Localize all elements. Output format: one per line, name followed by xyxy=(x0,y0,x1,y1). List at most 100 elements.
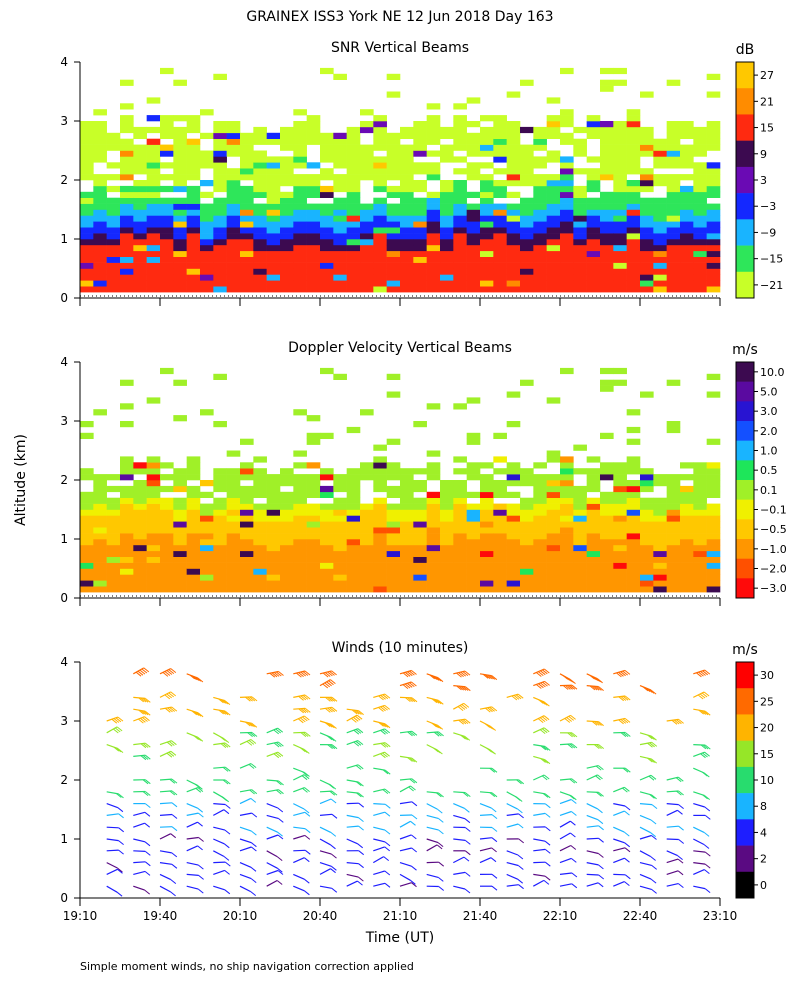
heatmap-cell xyxy=(560,521,574,528)
heatmap-cell xyxy=(306,262,321,269)
heatmap-cell xyxy=(333,497,347,504)
heatmap-cell xyxy=(173,233,187,240)
heatmap-cell xyxy=(226,586,241,593)
wind-barb-flag xyxy=(382,752,388,758)
heatmap-cell xyxy=(186,568,201,575)
heatmap-cell xyxy=(200,227,214,234)
wind-barb xyxy=(399,862,412,867)
wind-barb-flag xyxy=(543,880,550,885)
heatmap-cell xyxy=(520,250,534,257)
heatmap-cell xyxy=(213,262,227,269)
heatmap-cell xyxy=(573,497,587,504)
heatmap-cell xyxy=(613,480,627,487)
heatmap-cell xyxy=(586,527,601,534)
heatmap-cell xyxy=(293,262,307,269)
wind-barb-flag xyxy=(271,672,278,678)
heatmap-cell xyxy=(666,533,681,540)
heatmap-cell xyxy=(413,256,427,263)
heatmap-cell xyxy=(200,550,214,557)
wind-barb xyxy=(453,871,466,875)
wind-barb-flag xyxy=(620,732,627,737)
wind-barb-flag xyxy=(144,710,151,716)
heatmap-cell xyxy=(386,474,401,481)
wind-barb-flag xyxy=(673,719,680,725)
wind-barb-flag xyxy=(570,795,577,801)
heatmap-cell xyxy=(240,138,254,145)
heatmap-cell xyxy=(173,209,187,216)
heatmap-cell xyxy=(293,268,307,275)
heatmap-cell xyxy=(266,221,281,228)
heatmap-cell xyxy=(200,586,214,593)
wind-barb-flag xyxy=(358,817,364,822)
heatmap-cell xyxy=(546,503,561,510)
heatmap-cell xyxy=(320,233,334,240)
wind-barb-flag xyxy=(570,858,577,863)
heatmap-cell xyxy=(386,138,401,145)
heatmap-cell xyxy=(293,533,307,540)
heatmap-cell xyxy=(386,215,401,222)
heatmap-cell xyxy=(480,174,494,181)
heatmap-cell xyxy=(413,568,427,575)
heatmap-cell xyxy=(106,533,121,540)
wind-barb-flag xyxy=(463,703,470,708)
heatmap-cell xyxy=(386,533,401,540)
wind-barb-flag xyxy=(433,747,439,753)
heatmap-cell xyxy=(293,180,307,187)
heatmap-cell xyxy=(666,421,681,428)
wind-barb-flag xyxy=(331,865,337,871)
heatmap-cell xyxy=(520,480,534,487)
heatmap-cell xyxy=(200,480,214,487)
heatmap-cell xyxy=(320,156,334,163)
wind-barb-flag xyxy=(324,708,331,713)
heatmap-cell xyxy=(266,239,281,246)
wind-barb-flag xyxy=(382,769,389,775)
colorbar-swatch xyxy=(736,421,754,441)
colorbar-swatch xyxy=(736,381,754,402)
colorbar-tick-label: 21 xyxy=(760,95,774,108)
heatmap-cell xyxy=(573,168,587,175)
wind-barb-flag xyxy=(140,743,147,749)
heatmap-cell xyxy=(133,126,147,134)
wind-barb xyxy=(106,868,118,875)
heatmap-cell xyxy=(333,280,347,287)
heatmap-cell xyxy=(80,250,94,257)
heatmap-cell xyxy=(253,568,267,575)
heatmap-cell xyxy=(626,244,641,252)
wind-barb-flag xyxy=(702,670,709,676)
heatmap-cell xyxy=(213,556,227,563)
heatmap-cell xyxy=(640,274,654,281)
heatmap-cell xyxy=(413,521,427,528)
wind-barb-flag xyxy=(328,736,335,741)
heatmap-cell xyxy=(640,586,654,593)
heatmap-cell xyxy=(266,191,281,198)
heatmap-cell xyxy=(680,497,694,504)
wind-barb xyxy=(213,803,226,806)
wind-barb-flag xyxy=(327,671,333,677)
heatmap-cell xyxy=(200,515,214,522)
heatmap-cell xyxy=(426,539,441,546)
wind-barb-flag xyxy=(189,674,196,680)
heatmap-cell xyxy=(453,539,467,546)
heatmap-cell xyxy=(346,497,361,504)
wind-barb-flag xyxy=(437,842,444,847)
heatmap-cell xyxy=(546,262,561,269)
heatmap-cell xyxy=(293,480,307,487)
heatmap-cell xyxy=(586,521,601,528)
heatmap-cell xyxy=(586,574,601,581)
heatmap-cell xyxy=(280,162,294,169)
wind-barb-flag xyxy=(651,865,658,870)
wind-barb xyxy=(106,885,118,893)
heatmap-cell xyxy=(80,580,94,587)
colorbar-tick-label: −0.5 xyxy=(760,523,787,536)
wind-barb-flag xyxy=(358,710,364,716)
heatmap-cell xyxy=(626,533,641,540)
heatmap-cell xyxy=(306,562,321,569)
heatmap-cell xyxy=(213,274,227,281)
heatmap-cell xyxy=(320,568,334,575)
heatmap-cell xyxy=(213,268,227,275)
heatmap-cell xyxy=(453,121,467,128)
wind-barb-flag xyxy=(276,867,283,873)
heatmap-cell xyxy=(400,286,414,293)
heatmap-cell xyxy=(173,539,187,546)
heatmap-cell xyxy=(600,574,614,581)
